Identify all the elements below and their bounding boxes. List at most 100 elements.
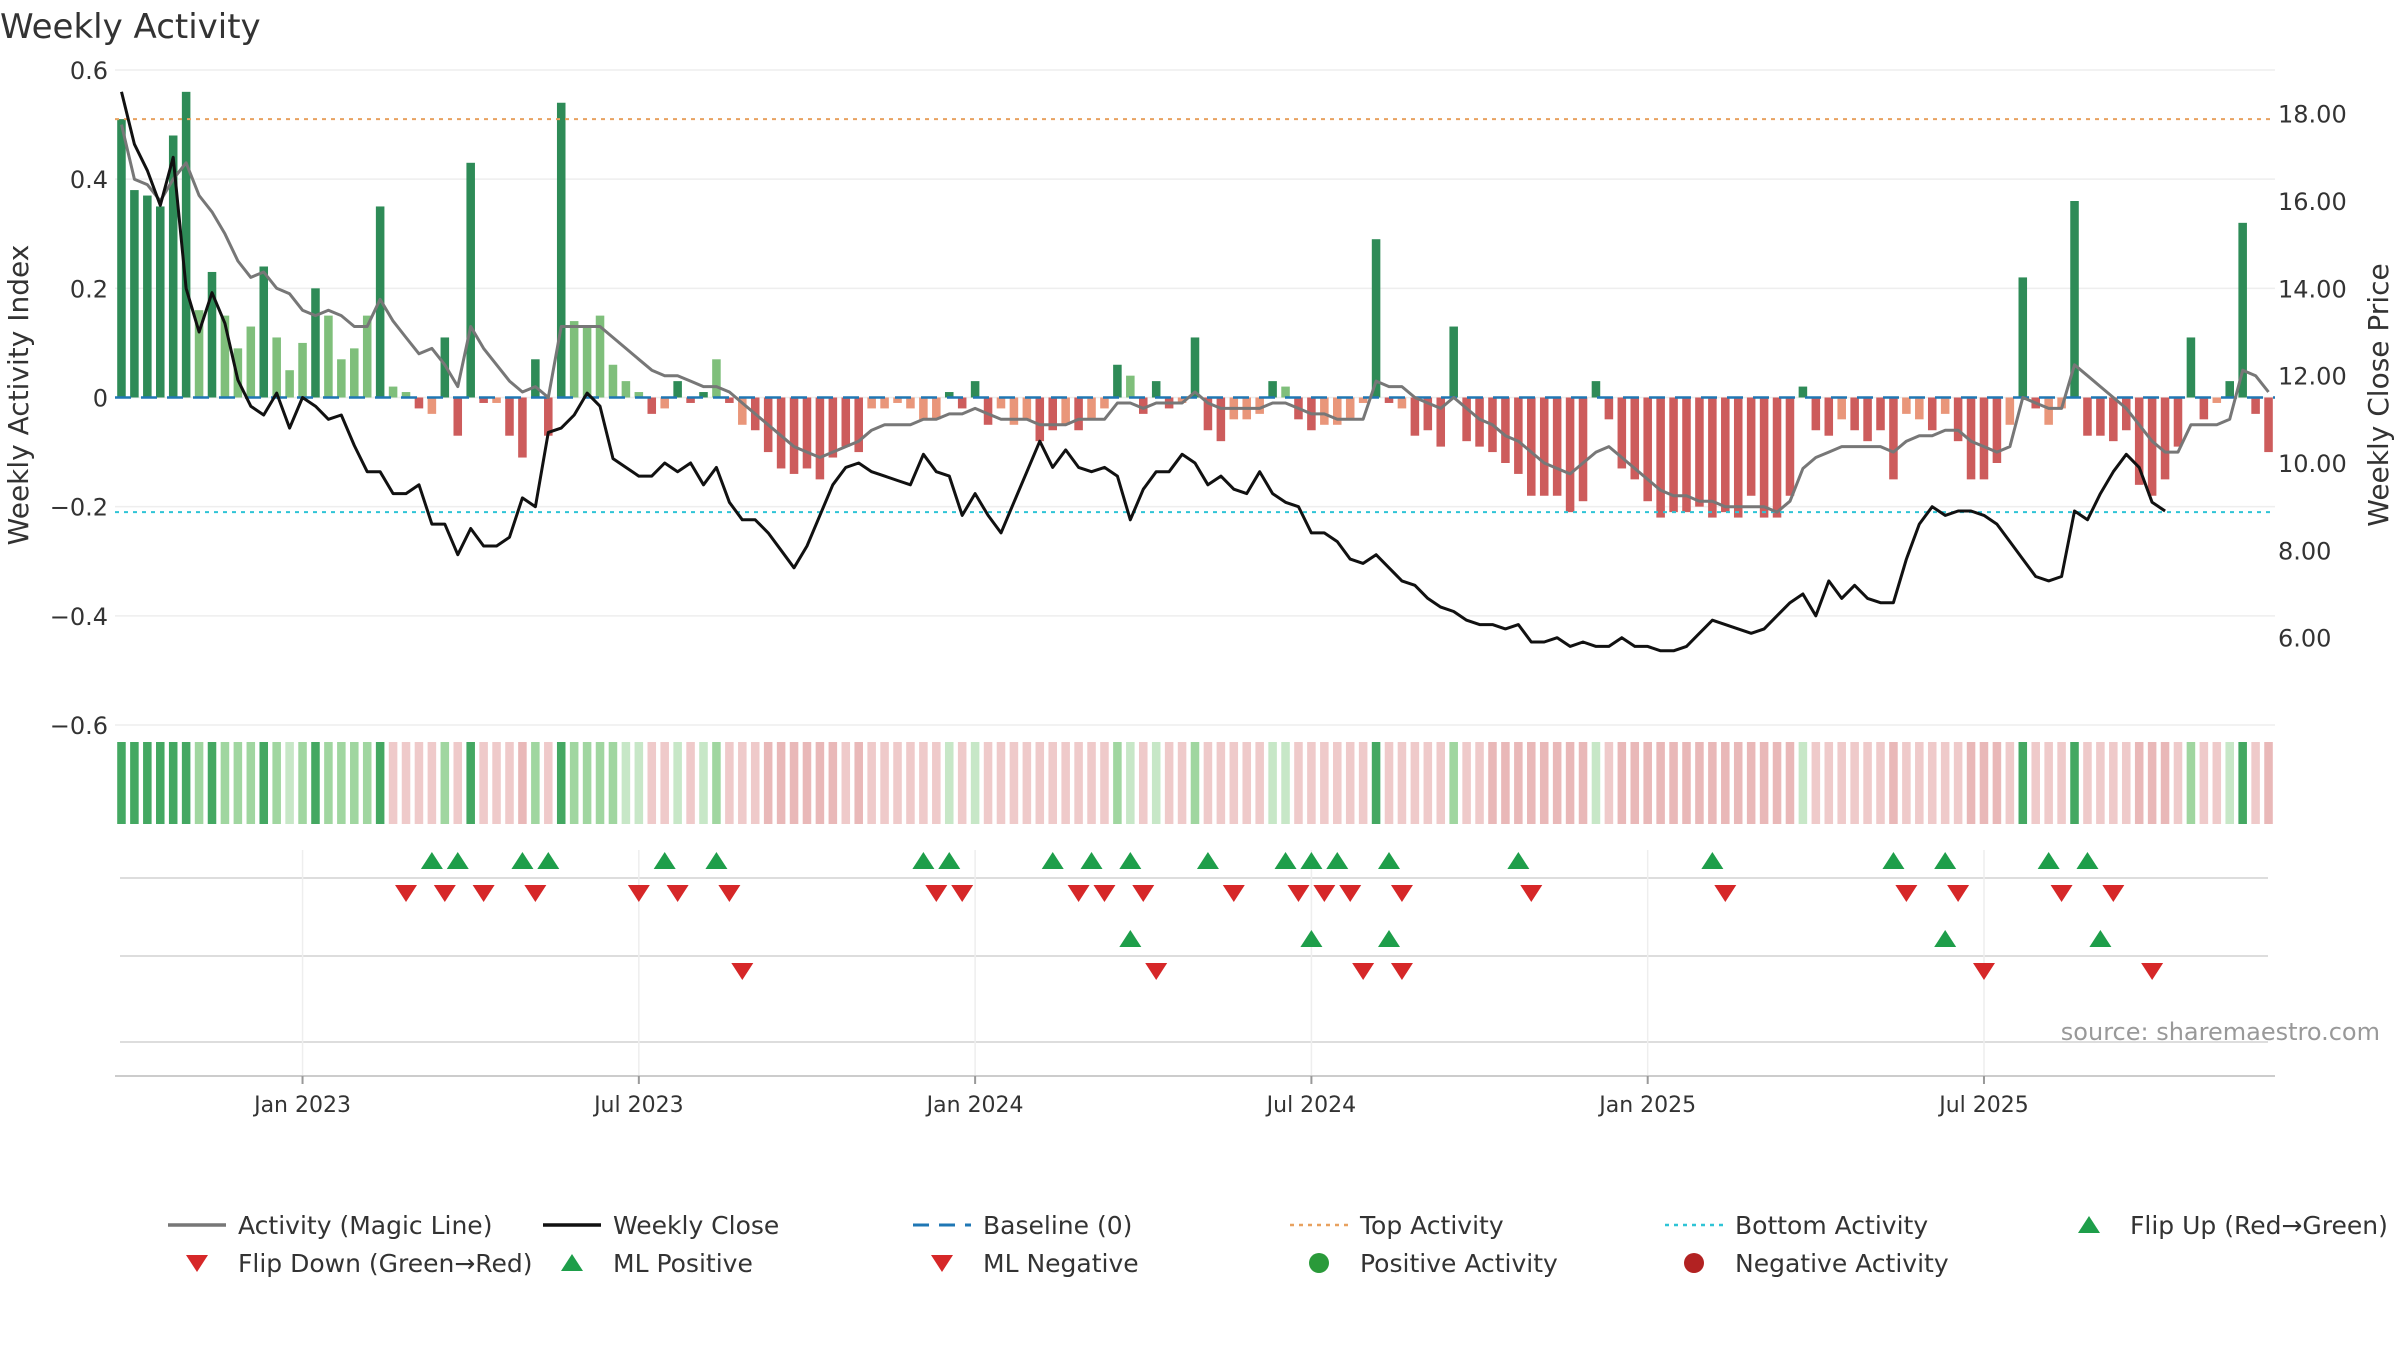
- y2-tick-label: 18.00: [2278, 101, 2347, 129]
- y-tick-label: −0.4: [50, 603, 108, 631]
- strip-cell: [440, 742, 450, 824]
- activity-bar: [259, 266, 269, 398]
- strip-cell: [220, 742, 230, 824]
- strip-cell: [1281, 742, 1290, 824]
- activity-strip: [117, 742, 2273, 824]
- y2-tick-label: 6.00: [2278, 625, 2331, 653]
- activity-bar: [505, 397, 514, 436]
- strip-cell: [1876, 742, 1885, 824]
- x-tick-label: Jul 2025: [1937, 1093, 2029, 1118]
- flip-up-marker: [1196, 852, 1219, 869]
- strip-cell: [2225, 742, 2234, 824]
- legend-item: Weekly Close: [543, 1211, 779, 1240]
- strip-cell: [919, 742, 928, 824]
- activity-bar: [1746, 397, 1756, 496]
- strip-cell: [130, 742, 139, 824]
- activity-bar: [298, 342, 307, 398]
- y2-tick-label: 16.00: [2278, 188, 2347, 216]
- strip-cell: [2083, 742, 2092, 824]
- activity-bar: [2251, 397, 2260, 414]
- ml-negative-marker: [1352, 963, 1375, 980]
- flip-down-marker: [1520, 885, 1543, 902]
- activity-bar: [2121, 397, 2131, 431]
- strip-cell: [143, 742, 152, 824]
- legend-label: ML Negative: [983, 1249, 1139, 1278]
- strip-cell: [1268, 742, 1277, 824]
- activity-bar: [957, 397, 967, 409]
- strip-cell: [1397, 742, 1407, 824]
- activity-bar: [1798, 386, 1808, 398]
- ml-negative-marker: [1145, 963, 1168, 980]
- strip-cell: [1695, 742, 1704, 824]
- legend-item: Activity (Magic Line): [168, 1211, 492, 1240]
- strip-cell: [1772, 742, 1782, 824]
- grid-layer: [115, 69, 2275, 726]
- strip-cell: [880, 742, 889, 824]
- activity-bar: [841, 397, 851, 447]
- activity-bar: [1578, 397, 1588, 502]
- strip-cell: [2044, 742, 2053, 824]
- strip-cell: [1087, 742, 1096, 824]
- strip-cell: [1850, 742, 1859, 824]
- activity-bar: [673, 381, 682, 398]
- flip-up-marker: [1080, 852, 1103, 869]
- legend-item: Negative Activity: [1684, 1249, 1949, 1278]
- activity-bar: [1423, 397, 1433, 431]
- strip-cell: [634, 742, 644, 824]
- legend-item: Positive Activity: [1309, 1249, 1558, 1278]
- y2-tick-label: 10.00: [2278, 450, 2347, 478]
- strip-cell: [673, 742, 682, 824]
- activity-bar: [350, 348, 359, 398]
- y-tick-label: −0.2: [50, 494, 108, 522]
- flip-up-marker: [705, 852, 728, 869]
- activity-bar: [1759, 397, 1769, 518]
- strip-cell: [1164, 742, 1174, 824]
- activity-bar: [1656, 397, 1665, 518]
- strip-cell: [259, 742, 269, 824]
- strip-cell: [1565, 742, 1575, 824]
- activity-bar: [2212, 397, 2222, 403]
- strip-cell: [996, 742, 1006, 824]
- activity-bar: [2096, 397, 2105, 436]
- activity-bar: [156, 206, 165, 398]
- chart-title: Weekly Activity: [0, 7, 261, 47]
- flip-up-marker: [1882, 852, 1905, 869]
- strip-cell: [802, 742, 812, 824]
- activity-bar: [1940, 397, 1950, 414]
- strip-cell: [1656, 742, 1665, 824]
- strip-cell: [2173, 742, 2183, 824]
- activity-bar: [1281, 386, 1290, 398]
- flip-up-marker: [420, 852, 443, 869]
- activity-bar: [893, 397, 902, 403]
- activity-bar: [1371, 239, 1381, 398]
- activity-bar: [725, 397, 734, 403]
- strip-cell: [1074, 742, 1083, 824]
- strip-cell: [686, 742, 695, 824]
- activity-bar: [1953, 397, 1963, 442]
- axes-layer: 0.6 0.4 0.2 0 −0.2 −0.4 −0.6 18.00 16.00 14.00 12.…: [50, 57, 2347, 740]
- strip-cell: [337, 742, 346, 824]
- strip-cell: [776, 742, 786, 824]
- magic-line: [120, 124, 2270, 514]
- activity-bar: [1449, 326, 1458, 398]
- strip-cell: [1902, 742, 1911, 824]
- strip-cell: [1953, 742, 1963, 824]
- activity-bar: [1915, 397, 1924, 420]
- activity-bar: [815, 397, 825, 480]
- flip-down-marker: [1714, 885, 1737, 902]
- strip-cell: [582, 742, 592, 824]
- legend-label: Top Activity: [1359, 1211, 1504, 1240]
- activity-bar: [944, 392, 954, 398]
- strip-cell: [1927, 742, 1937, 824]
- activity-bar: [1643, 397, 1652, 502]
- activity-bar: [1501, 397, 1510, 463]
- flip-down-marker: [472, 885, 495, 902]
- flip-down-marker: [524, 885, 547, 902]
- activity-bar: [1630, 397, 1640, 480]
- strip-cell: [1203, 742, 1213, 824]
- flip-up-marker: [1326, 852, 1349, 869]
- strip-cell: [1371, 742, 1381, 824]
- y2-tick-label: 12.00: [2278, 363, 2347, 391]
- flip-down-marker: [1895, 885, 1918, 902]
- activity-bar: [362, 315, 372, 398]
